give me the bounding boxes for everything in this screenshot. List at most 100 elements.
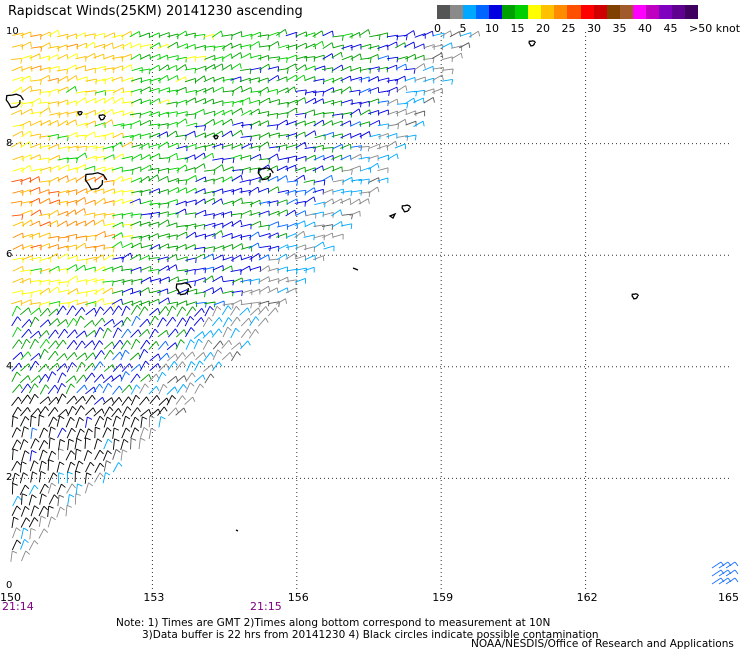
wind-barb xyxy=(57,393,67,404)
wind-barb xyxy=(194,198,207,205)
wind-barb xyxy=(56,383,66,394)
wind-barb xyxy=(57,328,69,339)
wind-barb xyxy=(149,328,159,339)
wind-barb xyxy=(202,275,215,283)
wind-barb xyxy=(93,244,105,251)
wind-barb xyxy=(75,315,85,327)
wind-barb xyxy=(111,290,124,296)
wind-barb xyxy=(121,363,133,373)
wind-barb xyxy=(103,364,115,372)
wind-barb xyxy=(57,319,69,327)
wind-barb xyxy=(711,577,725,585)
wind-barb xyxy=(257,77,269,84)
colorbar-swatch xyxy=(580,5,594,19)
wind-barb xyxy=(386,132,398,139)
wind-barb xyxy=(149,77,161,84)
wind-barb xyxy=(221,351,233,361)
wind-barb xyxy=(711,561,725,569)
wind-barb xyxy=(285,287,297,294)
wind-barb xyxy=(276,266,288,273)
wind-barb xyxy=(10,57,23,64)
wind-barb xyxy=(30,268,42,274)
wind-barb xyxy=(285,32,297,38)
wind-barb xyxy=(185,187,198,194)
wind-barb xyxy=(56,353,68,362)
wind-barb xyxy=(396,56,408,62)
wind-barb xyxy=(38,330,50,339)
wind-barb xyxy=(148,298,160,305)
island-outline xyxy=(98,114,107,121)
wind-barb xyxy=(185,339,195,350)
wind-barb xyxy=(202,330,214,339)
wind-barb xyxy=(184,130,196,137)
wind-barb xyxy=(367,76,380,82)
island-outline xyxy=(213,134,219,140)
wind-barb xyxy=(102,383,113,394)
wind-barb xyxy=(304,254,316,261)
wind-barb xyxy=(158,87,171,93)
island-outline xyxy=(401,204,412,213)
wind-barb xyxy=(368,162,380,170)
wind-barb xyxy=(239,179,251,186)
wind-barb xyxy=(140,44,152,50)
wind-barb xyxy=(93,340,104,351)
wind-barb xyxy=(268,278,280,284)
wind-barb xyxy=(112,351,123,361)
wind-barb xyxy=(57,175,69,182)
wind-barb xyxy=(112,327,122,338)
wind-barb xyxy=(47,88,59,95)
wind-barb xyxy=(56,220,69,228)
wind-barb xyxy=(212,143,224,150)
wind-barb xyxy=(276,175,288,182)
wind-barb xyxy=(239,97,251,103)
wind-barb xyxy=(276,165,289,172)
wind-barb xyxy=(122,135,134,141)
wind-barb xyxy=(166,89,179,96)
wind-barb xyxy=(386,86,399,93)
wind-barb xyxy=(176,111,188,117)
wind-barb xyxy=(140,200,152,207)
wind-barb xyxy=(240,68,252,75)
colorbar-swatch xyxy=(593,5,607,19)
wind-barb xyxy=(277,112,289,118)
wind-barb xyxy=(93,361,104,371)
wind-barb xyxy=(184,280,196,287)
wind-barb xyxy=(111,76,123,83)
wind-barb xyxy=(148,257,160,263)
wind-barb xyxy=(139,32,151,39)
wind-barb xyxy=(158,340,169,350)
wind-barb xyxy=(29,330,41,339)
wind-barb xyxy=(395,108,407,115)
wind-barb xyxy=(166,316,177,327)
wind-barb xyxy=(241,255,253,262)
wind-barb xyxy=(29,338,39,350)
wind-barb xyxy=(58,146,70,152)
colorbar-swatch xyxy=(554,5,568,19)
wind-barb xyxy=(369,143,381,150)
wind-barb xyxy=(339,198,352,204)
wind-barb xyxy=(377,55,389,61)
wind-barb xyxy=(176,300,188,306)
wind-barb xyxy=(20,407,31,417)
wind-barb xyxy=(221,34,233,40)
wind-barb xyxy=(76,188,88,194)
pass-time-end: 21:15 xyxy=(250,600,282,613)
wind-barb xyxy=(148,268,160,275)
wind-barb xyxy=(268,186,280,193)
colorbar-swatch xyxy=(619,5,633,19)
wind-barb xyxy=(186,361,196,372)
wind-barb xyxy=(175,86,187,93)
wind-barb xyxy=(56,415,65,427)
wind-barb xyxy=(185,89,198,96)
x-tick-label: 156 xyxy=(287,591,309,604)
wind-barb xyxy=(74,65,86,71)
wind-speed-colorbar xyxy=(437,5,698,19)
wind-barb xyxy=(377,109,389,116)
wind-barb xyxy=(75,428,85,440)
wind-barb xyxy=(76,42,88,49)
wind-barb xyxy=(231,143,243,150)
wind-barb xyxy=(48,209,60,217)
wind-barb xyxy=(122,415,131,427)
wind-barb xyxy=(19,75,32,82)
wind-barb xyxy=(102,397,114,405)
